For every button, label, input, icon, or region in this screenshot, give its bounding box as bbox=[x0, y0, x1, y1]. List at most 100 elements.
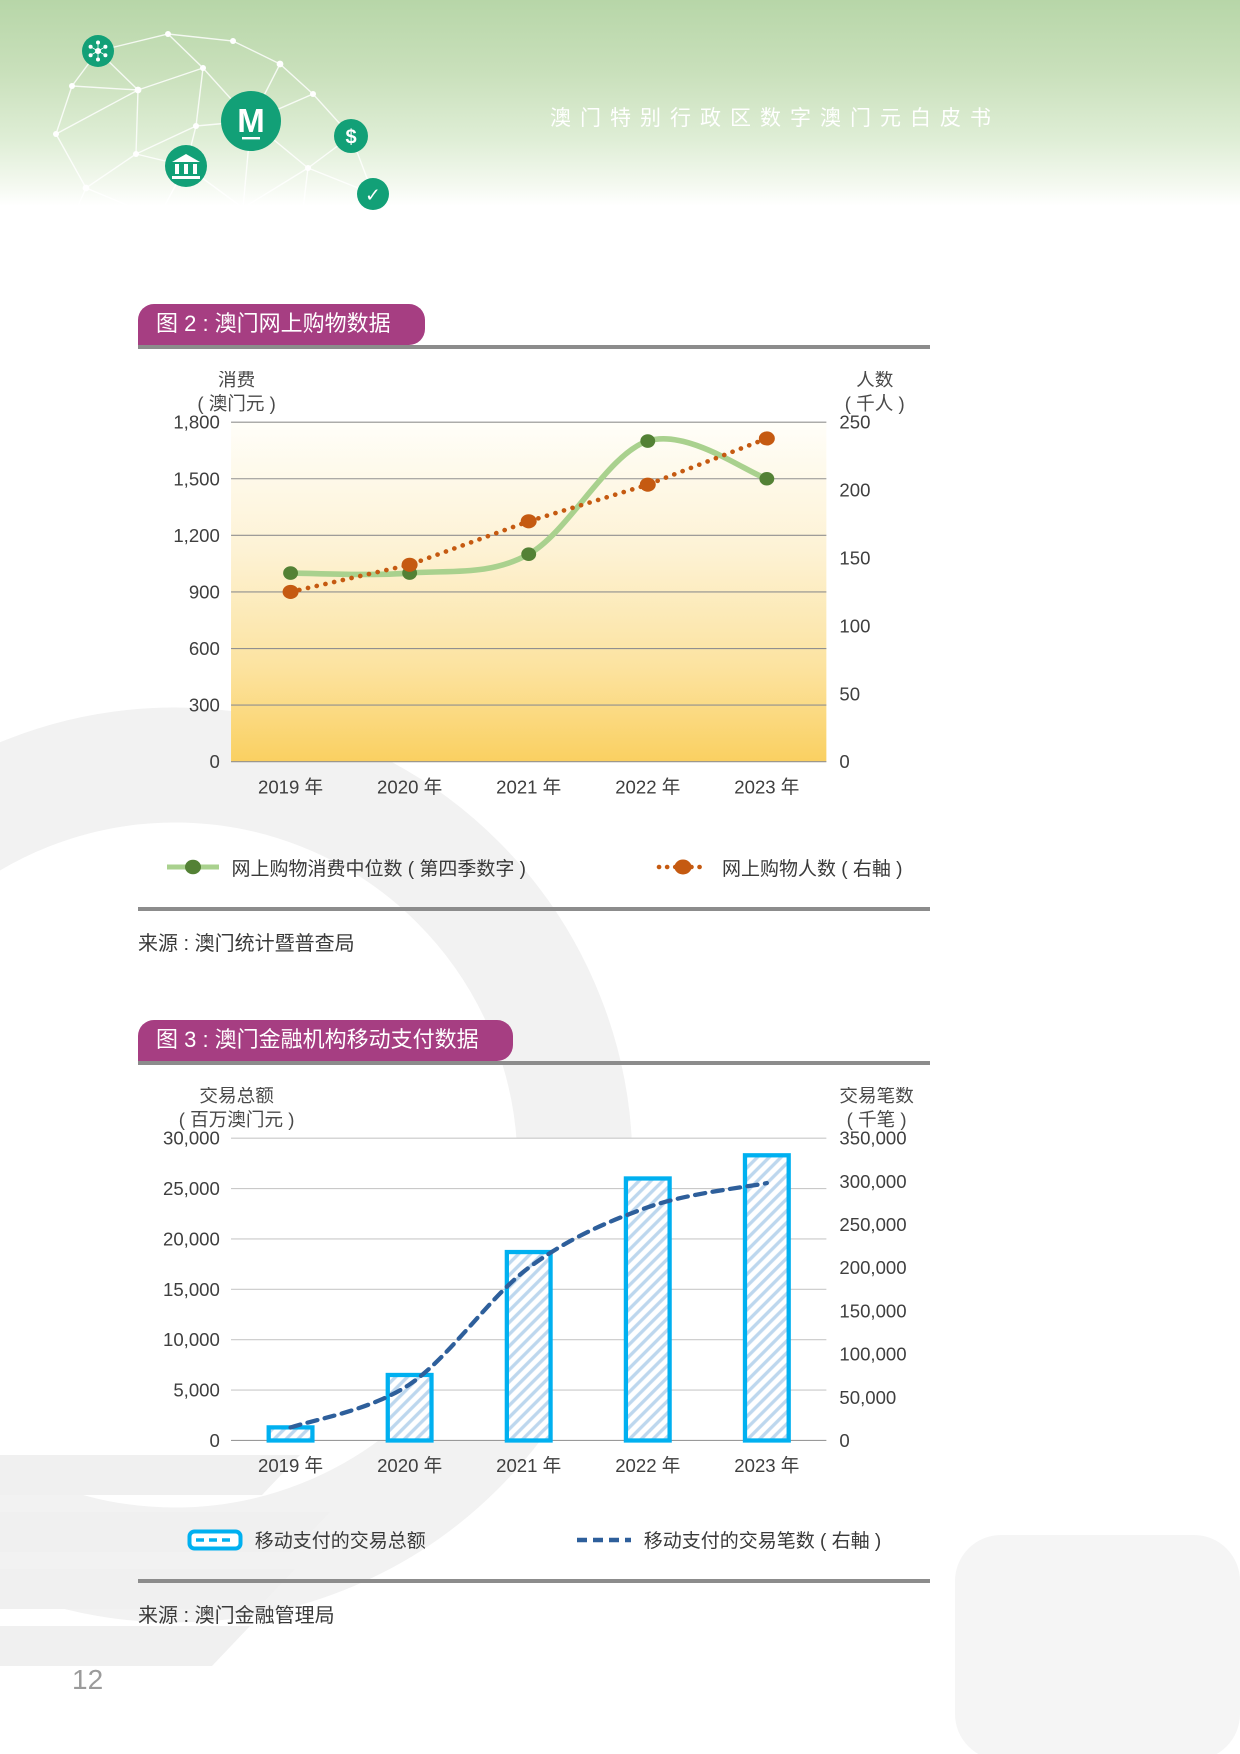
series-consumption-markers bbox=[283, 434, 775, 580]
network-dots bbox=[53, 31, 339, 253]
svg-text:50,000: 50,000 bbox=[839, 1386, 896, 1407]
svg-text:交易笔数: 交易笔数 bbox=[839, 1087, 914, 1106]
svg-text:0: 0 bbox=[839, 1429, 849, 1450]
axis-titles: 交易总额 ( 百万澳门元 ) 交易笔数 ( 千笔 ) bbox=[179, 1087, 914, 1130]
legend-item-shoppers: 网上购物人数 ( 右軸 ) bbox=[656, 854, 903, 881]
svg-text:5,000: 5,000 bbox=[173, 1379, 220, 1400]
blue-dashed-marker-icon bbox=[576, 1537, 631, 1543]
svg-text:100: 100 bbox=[839, 615, 870, 636]
document-title: 澳门特别行政区数字澳门元白皮书 bbox=[550, 107, 1000, 130]
svg-text:100,000: 100,000 bbox=[839, 1343, 906, 1364]
svg-text:人数: 人数 bbox=[856, 371, 894, 390]
svg-text:250: 250 bbox=[839, 412, 870, 433]
orange-dotted-marker-icon bbox=[656, 859, 710, 875]
figure-3-legend: 移动支付的交易总额 移动支付的交易笔数 ( 右軸 ) bbox=[138, 1526, 930, 1553]
svg-text:30,000: 30,000 bbox=[163, 1127, 220, 1148]
svg-text:2023 年: 2023 年 bbox=[734, 776, 799, 797]
svg-text:2019 年: 2019 年 bbox=[258, 776, 323, 797]
svg-text:( 百万澳门元 ): ( 百万澳门元 ) bbox=[179, 1109, 295, 1130]
legend-label-consumption: 网上购物消费中位数 ( 第四季数字 ) bbox=[231, 858, 527, 880]
svg-text:250,000: 250,000 bbox=[839, 1214, 906, 1235]
svg-text:15,000: 15,000 bbox=[163, 1278, 220, 1299]
svg-text:1,500: 1,500 bbox=[173, 468, 220, 489]
svg-text:( 千人 ): ( 千人 ) bbox=[845, 393, 905, 414]
legend-label-transaction-total: 移动支付的交易总额 bbox=[254, 1531, 426, 1553]
svg-text:2021 年: 2021 年 bbox=[496, 776, 561, 797]
svg-text:0: 0 bbox=[210, 751, 220, 772]
gridlines bbox=[231, 421, 827, 763]
figure-2-source: 来源 : 澳门统计暨普查局 bbox=[138, 932, 355, 955]
svg-text:900: 900 bbox=[189, 581, 220, 602]
axis-titles: 消费 ( 澳门元 ) 人数 ( 千人 ) bbox=[197, 371, 904, 414]
page-number: 12 bbox=[72, 1664, 104, 1695]
svg-text:200,000: 200,000 bbox=[839, 1257, 906, 1278]
svg-text:10,000: 10,000 bbox=[163, 1329, 220, 1350]
svg-text:600: 600 bbox=[189, 638, 220, 659]
axis-tick-labels: 350,000 300,000 250,000 200,000 150,000 100,0… bbox=[839, 1127, 906, 1450]
legend-label-shoppers: 网上购物人数 ( 右軸 ) bbox=[722, 858, 903, 880]
figure-2-bottom-rule bbox=[138, 906, 930, 911]
svg-text:2022 年: 2022 年 bbox=[615, 1455, 680, 1476]
svg-text:25,000: 25,000 bbox=[163, 1178, 220, 1199]
svg-text:2019 年: 2019 年 bbox=[258, 1455, 323, 1476]
svg-text:交易总额: 交易总额 bbox=[199, 1087, 274, 1106]
online-shopping-chart: 1,800 1,500 1,200 900 600 300 0 250 200 150 100 50 0… bbox=[173, 371, 904, 797]
x-axis-labels: 2019 年 2020 年 2021 年 2022 年 2023 年 bbox=[258, 1455, 799, 1476]
figure-2-title-badge: 图 2 : 澳门网上购物数据 bbox=[138, 304, 425, 345]
coin-icon: $ bbox=[334, 119, 368, 153]
legend-item-consumption: 网上购物消费中位数 ( 第四季数字 ) bbox=[166, 854, 527, 881]
green-line-marker-icon bbox=[166, 859, 219, 875]
svg-text:0: 0 bbox=[210, 1429, 220, 1450]
bar bbox=[623, 1175, 672, 1443]
svg-text:2020 年: 2020 年 bbox=[377, 776, 442, 797]
svg-text:350,000: 350,000 bbox=[839, 1127, 906, 1148]
svg-text:200: 200 bbox=[839, 480, 870, 501]
bar bbox=[504, 1249, 553, 1443]
legend-item-transaction-total: 移动支付的交易总额 bbox=[187, 1526, 426, 1553]
nodes-icon bbox=[82, 35, 114, 67]
network-lines bbox=[54, 33, 375, 251]
svg-text:( 千笔 ): ( 千笔 ) bbox=[847, 1109, 907, 1130]
bank-icon bbox=[165, 145, 207, 187]
legend-label-transaction-count: 移动支付的交易笔数 ( 右軸 ) bbox=[643, 1531, 882, 1553]
series-shoppers-markers bbox=[282, 431, 775, 599]
axis-tick-labels: 1,800 1,500 1,200 900 600 300 0 bbox=[173, 412, 220, 773]
check-symbol: ✓ bbox=[365, 186, 381, 207]
figure-2-title-underline bbox=[138, 345, 930, 349]
figure-3-source: 来源 : 澳门金融管理局 bbox=[138, 1605, 335, 1628]
figure-3: 图 3 : 澳门金融机构移动支付数据 30,000 25,000 20,000 15,… bbox=[138, 1019, 930, 1629]
bars bbox=[266, 1152, 791, 1443]
legend-item-transaction-count: 移动支付的交易笔数 ( 右軸 ) bbox=[576, 1526, 882, 1553]
macau-m-logo-icon: M bbox=[221, 91, 281, 151]
svg-text:2022 年: 2022 年 bbox=[615, 776, 680, 797]
logo-letter: M bbox=[237, 102, 265, 139]
svg-text:1,200: 1,200 bbox=[173, 525, 220, 546]
figure-3-title-underline bbox=[138, 1060, 930, 1065]
svg-text:150: 150 bbox=[839, 547, 870, 568]
check-icon: ✓ bbox=[357, 178, 389, 210]
svg-text:300,000: 300,000 bbox=[839, 1170, 906, 1191]
bar bbox=[742, 1152, 791, 1443]
trend-dashed-line bbox=[288, 1180, 769, 1430]
network-graphic: M $ ✓ bbox=[53, 31, 389, 253]
svg-text:150,000: 150,000 bbox=[839, 1300, 906, 1321]
axis-tick-labels: 250 200 150 100 50 0 bbox=[839, 412, 870, 773]
svg-text:50: 50 bbox=[839, 683, 860, 704]
coin-symbol: $ bbox=[345, 127, 356, 149]
svg-text:消费: 消费 bbox=[218, 371, 255, 390]
hatched-bar-marker-icon bbox=[187, 1529, 243, 1551]
figure-3-bottom-rule bbox=[138, 1579, 930, 1584]
page-header: M $ ✓ 澳门特别行政区数字澳门元白皮书 bbox=[0, 0, 1240, 253]
svg-text:20,000: 20,000 bbox=[163, 1228, 220, 1249]
figure-2-legend: 网上购物消费中位数 ( 第四季数字 ) 网上购物人数 ( 右軸 ) bbox=[138, 854, 930, 881]
svg-text:300: 300 bbox=[189, 695, 220, 716]
svg-text:2020 年: 2020 年 bbox=[377, 1455, 442, 1476]
svg-text:( 澳门元 ): ( 澳门元 ) bbox=[197, 393, 275, 414]
svg-text:0: 0 bbox=[839, 751, 849, 772]
x-axis-labels: 2019 年 2020 年 2021 年 2022 年 2023 年 bbox=[258, 776, 799, 797]
svg-text:1,800: 1,800 bbox=[173, 412, 220, 433]
svg-text:2023 年: 2023 年 bbox=[734, 1455, 799, 1476]
svg-text:2021 年: 2021 年 bbox=[496, 1455, 561, 1476]
axis-tick-labels: 30,000 25,000 20,000 15,000 10,000 5,000 0 bbox=[163, 1127, 220, 1450]
